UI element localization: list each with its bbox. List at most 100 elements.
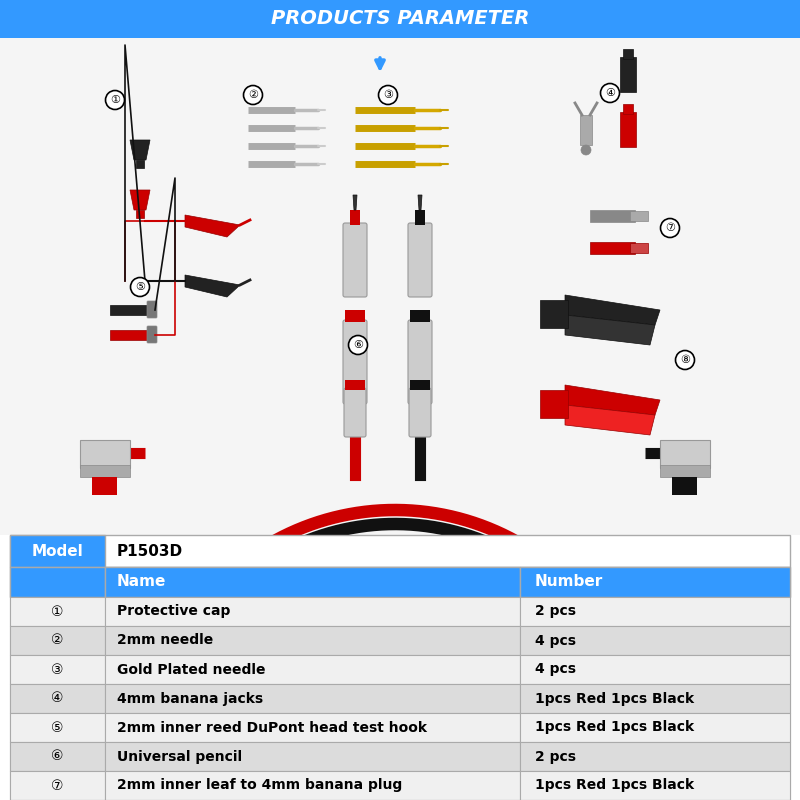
Bar xyxy=(10,713,790,742)
Bar xyxy=(660,465,710,477)
Bar xyxy=(540,300,568,328)
Text: ⑥: ⑥ xyxy=(51,750,64,763)
Text: Universal pencil: Universal pencil xyxy=(117,750,242,763)
Bar xyxy=(590,242,635,254)
Text: 1pcs Red 1pcs Black: 1pcs Red 1pcs Black xyxy=(535,721,694,734)
Bar xyxy=(345,310,365,322)
Bar xyxy=(10,535,105,567)
Bar xyxy=(350,210,360,225)
Polygon shape xyxy=(353,195,357,210)
Text: 2mm inner leaf to 4mm banana plug: 2mm inner leaf to 4mm banana plug xyxy=(117,778,402,793)
Polygon shape xyxy=(565,405,655,435)
Bar xyxy=(630,243,648,253)
Circle shape xyxy=(675,350,694,370)
Text: Name: Name xyxy=(117,574,166,590)
Text: ⑤: ⑤ xyxy=(135,282,145,292)
Bar xyxy=(10,567,790,597)
Bar xyxy=(10,597,790,626)
Circle shape xyxy=(349,335,367,354)
Circle shape xyxy=(601,83,619,102)
Bar xyxy=(410,380,430,390)
FancyBboxPatch shape xyxy=(147,326,157,343)
Text: Model: Model xyxy=(32,543,83,558)
Bar xyxy=(520,567,790,597)
Text: Gold Plated needle: Gold Plated needle xyxy=(117,662,266,677)
Bar xyxy=(105,597,520,626)
FancyBboxPatch shape xyxy=(147,301,157,318)
Bar xyxy=(105,713,520,742)
Text: 2mm needle: 2mm needle xyxy=(117,634,214,647)
FancyBboxPatch shape xyxy=(343,320,367,404)
Text: 2 pcs: 2 pcs xyxy=(535,750,576,763)
Bar xyxy=(520,713,790,742)
Circle shape xyxy=(661,218,679,238)
Bar xyxy=(10,742,790,771)
Text: PRODUCTS PARAMETER: PRODUCTS PARAMETER xyxy=(271,10,529,29)
Bar xyxy=(620,112,636,147)
Bar xyxy=(80,440,130,468)
Bar xyxy=(590,210,635,222)
Bar xyxy=(10,597,105,626)
Text: ④: ④ xyxy=(605,88,615,98)
Bar xyxy=(10,567,105,597)
Text: ③: ③ xyxy=(383,90,393,100)
Text: ⑦: ⑦ xyxy=(51,778,64,793)
Bar xyxy=(520,597,790,626)
Bar xyxy=(10,771,105,800)
Bar xyxy=(105,626,520,655)
Bar xyxy=(105,742,520,771)
Polygon shape xyxy=(565,295,660,325)
FancyBboxPatch shape xyxy=(408,223,432,297)
Text: 2 pcs: 2 pcs xyxy=(535,605,576,618)
Polygon shape xyxy=(565,385,660,415)
Text: ③: ③ xyxy=(51,662,64,677)
Text: P1503D: P1503D xyxy=(117,543,183,558)
Text: 4 pcs: 4 pcs xyxy=(535,634,576,647)
Polygon shape xyxy=(130,140,150,160)
Bar xyxy=(92,477,117,495)
Bar xyxy=(10,684,105,713)
Text: ⑦: ⑦ xyxy=(665,223,675,233)
Bar xyxy=(410,310,430,322)
Bar xyxy=(10,742,105,771)
Bar xyxy=(520,684,790,713)
Bar xyxy=(136,160,144,168)
Bar xyxy=(10,713,105,742)
Text: 4mm banana jacks: 4mm banana jacks xyxy=(117,691,263,706)
Bar xyxy=(105,567,520,597)
Text: ①: ① xyxy=(51,605,64,618)
Bar xyxy=(80,465,130,477)
Text: 4 pcs: 4 pcs xyxy=(535,662,576,677)
Text: ②: ② xyxy=(248,90,258,100)
Bar xyxy=(620,57,636,92)
Bar xyxy=(105,771,520,800)
Bar xyxy=(520,626,790,655)
Bar xyxy=(0,38,800,535)
Bar xyxy=(136,210,144,218)
Bar xyxy=(10,626,105,655)
Bar xyxy=(105,684,520,713)
Bar xyxy=(10,655,105,684)
FancyBboxPatch shape xyxy=(343,223,367,297)
Bar xyxy=(623,49,633,59)
Text: ⑤: ⑤ xyxy=(51,721,64,734)
Bar xyxy=(10,684,790,713)
Bar xyxy=(10,626,790,655)
FancyBboxPatch shape xyxy=(408,320,432,404)
FancyBboxPatch shape xyxy=(344,388,366,437)
Bar xyxy=(520,655,790,684)
Polygon shape xyxy=(565,315,655,345)
Polygon shape xyxy=(130,190,150,210)
Bar xyxy=(623,104,633,114)
Bar xyxy=(540,390,568,418)
FancyBboxPatch shape xyxy=(409,388,431,437)
Polygon shape xyxy=(185,215,240,237)
Text: ④: ④ xyxy=(51,691,64,706)
Circle shape xyxy=(243,86,262,105)
Bar xyxy=(105,655,520,684)
Bar xyxy=(660,440,710,468)
Bar xyxy=(10,535,790,567)
Circle shape xyxy=(106,90,125,110)
Text: 2mm inner reed DuPont head test hook: 2mm inner reed DuPont head test hook xyxy=(117,721,427,734)
Bar xyxy=(580,115,592,145)
